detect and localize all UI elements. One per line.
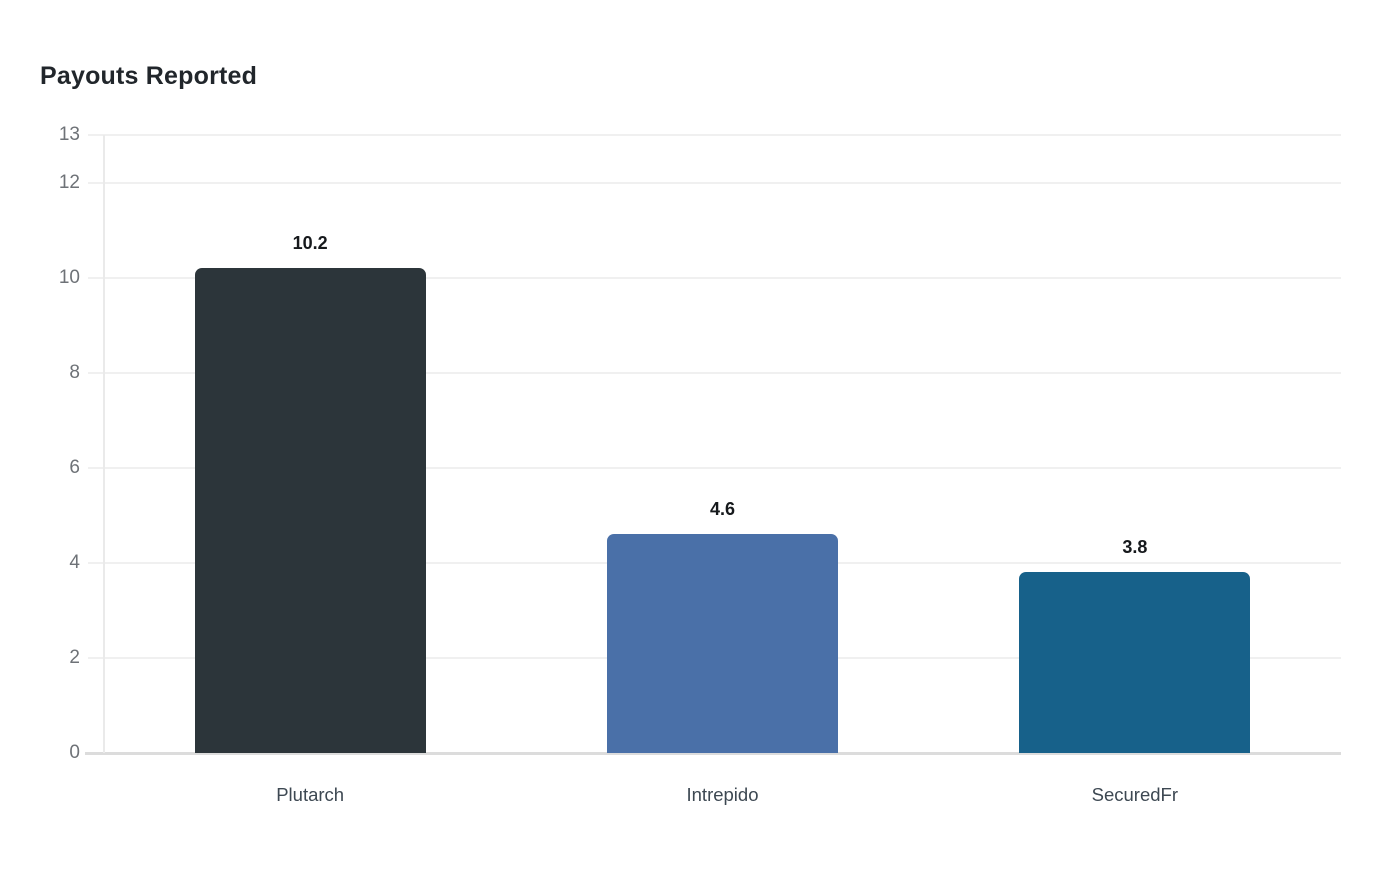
gridline (88, 276, 1341, 279)
y-tick-label: 10 (58, 266, 80, 288)
bar-value-label: 4.6 (709, 499, 736, 520)
y-tick-label: 12 (58, 171, 80, 193)
y-axis-line (103, 135, 105, 753)
gridline (88, 181, 1341, 184)
x-axis-baseline (85, 752, 1341, 755)
bar-intrepido[interactable] (607, 534, 838, 753)
y-tick-label: 8 (69, 361, 80, 383)
gridline (88, 371, 1341, 374)
bar-value-label: 10.2 (292, 233, 328, 254)
x-category-label: Intrepido (686, 784, 759, 805)
bar-securedfr[interactable] (1019, 572, 1251, 753)
y-tick-label: 2 (69, 646, 80, 668)
gridline (88, 134, 1341, 136)
x-category-label: SecuredFr (1091, 784, 1179, 805)
y-tick-label: 13 (58, 124, 80, 145)
gridline (88, 466, 1341, 469)
x-category-label: Plutarch (276, 784, 345, 805)
y-tick-label: 4 (69, 551, 80, 573)
chart-title: Payouts Reported (40, 62, 258, 90)
bar-value-label: 3.8 (1122, 537, 1148, 558)
y-tick-label: 0 (69, 742, 80, 763)
y-tick-label: 6 (69, 456, 80, 478)
bar-plutarch[interactable] (194, 268, 426, 753)
